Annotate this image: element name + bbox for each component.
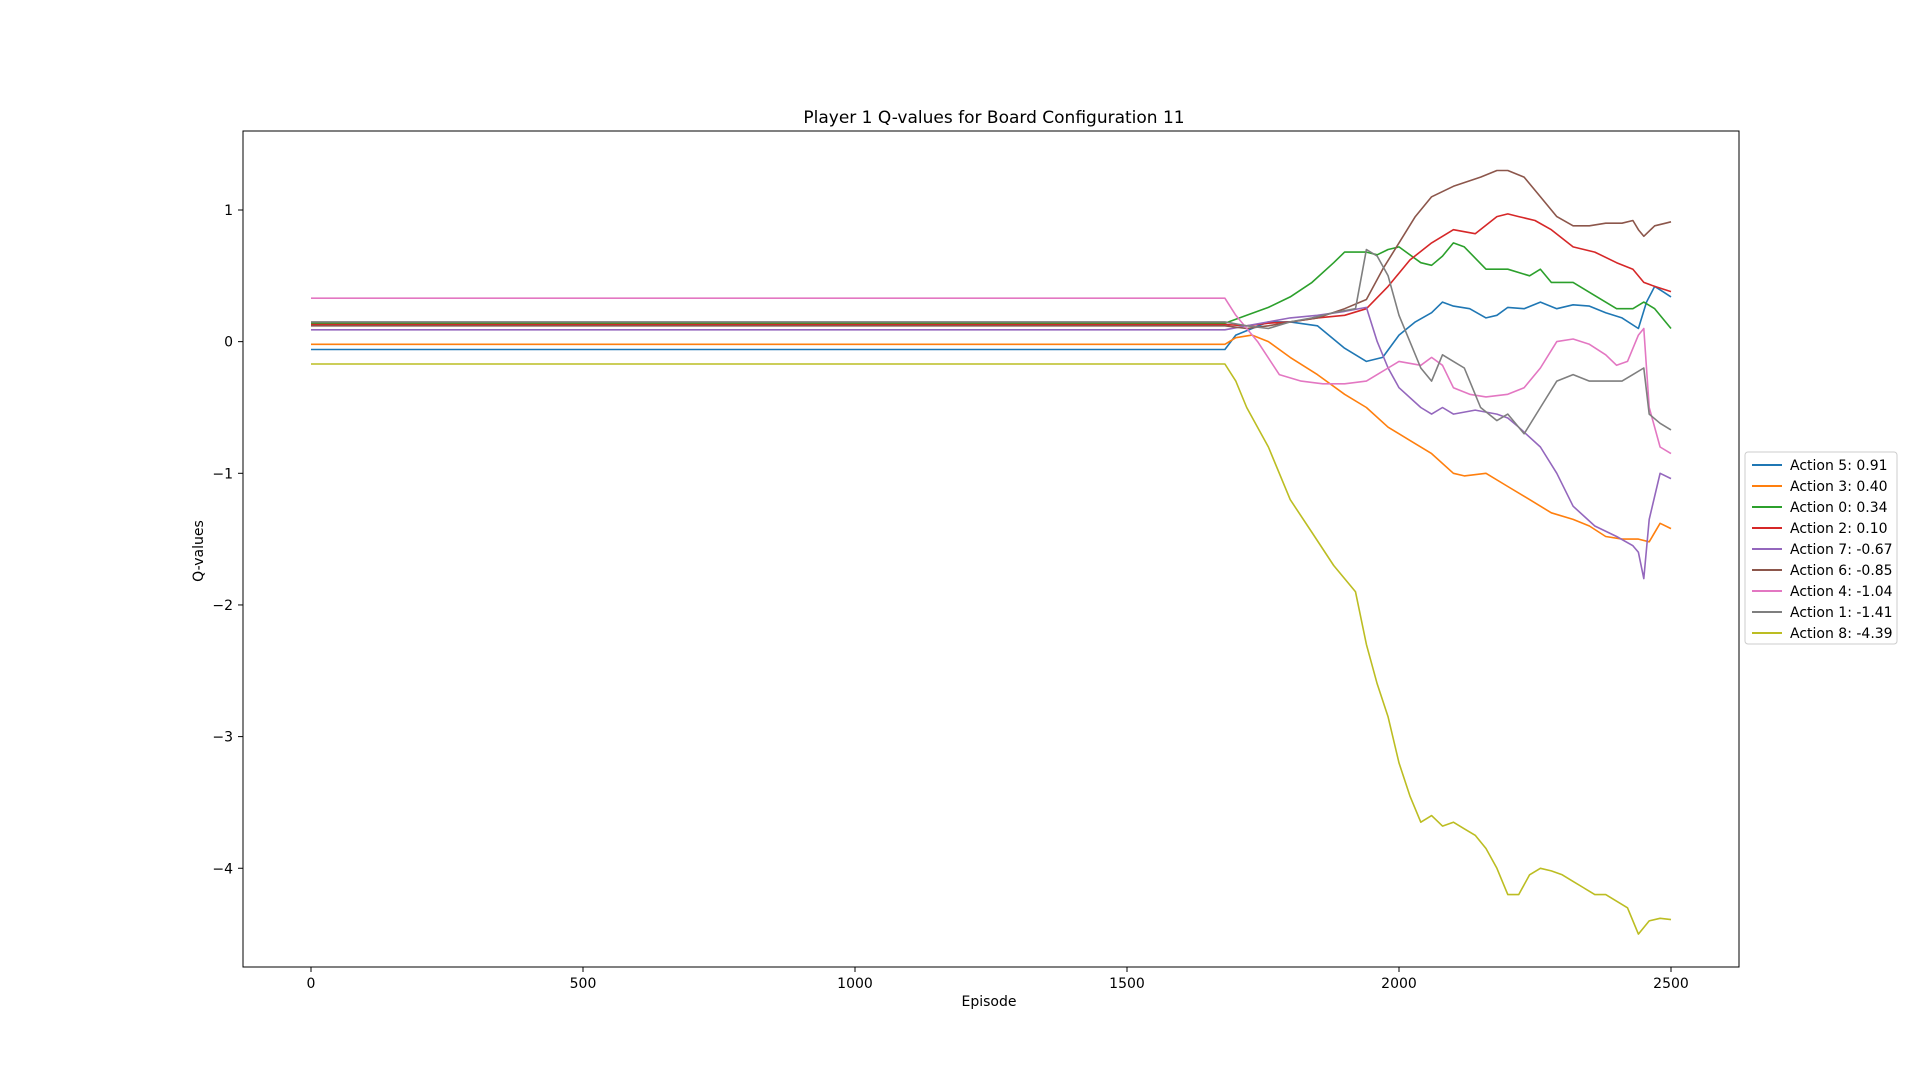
x-tick-label: 2500 — [1653, 976, 1689, 992]
legend-label-6: Action 4: -1.04 — [1790, 584, 1893, 600]
y-tick-label: −3 — [212, 730, 233, 746]
legend-label-7: Action 1: -1.41 — [1790, 605, 1893, 621]
legend-label-3: Action 2: 0.10 — [1790, 521, 1888, 537]
y-tick-label: −2 — [212, 598, 233, 614]
ticks-layer: 0 500 1000 1500 2000 2500 1 0 −1 −2 −3 −4 — [212, 203, 1688, 992]
legend-entries: Action 5: 0.91 Action 3: 0.40 Action 0: 0.… — [1752, 458, 1893, 642]
chart-title: Player 1 Q-values for Board Configuratio… — [803, 108, 1184, 128]
legend: Action 5: 0.91 Action 3: 0.40 Action 0: 0.… — [1744, 451, 1898, 645]
x-tick-label: 500 — [570, 976, 597, 992]
y-tick-label: −4 — [212, 861, 233, 877]
series-line-7 — [311, 248, 1672, 435]
y-tick-label: 1 — [224, 203, 233, 219]
x-tick-label: 1500 — [1109, 976, 1145, 992]
series-line-0 — [311, 285, 1672, 363]
legend-label-4: Action 7: -0.67 — [1790, 542, 1893, 558]
y-axis-label: Q-values — [191, 520, 207, 582]
series-line-4 — [311, 306, 1672, 580]
series-line-2 — [311, 242, 1672, 330]
legend-label-1: Action 3: 0.40 — [1790, 479, 1888, 495]
plot-frame — [242, 130, 1740, 968]
y-tick-label: 0 — [224, 335, 233, 351]
series-line-8 — [311, 363, 1672, 935]
x-axis-label: Episode — [962, 994, 1017, 1010]
x-tick-label: 0 — [307, 976, 316, 992]
x-tick-label: 1000 — [837, 976, 873, 992]
legend-label-8: Action 8: -4.39 — [1790, 626, 1893, 642]
y-tick-label: −1 — [212, 466, 233, 482]
series-line-6 — [311, 297, 1672, 455]
legend-label-5: Action 6: -0.85 — [1790, 563, 1893, 579]
legend-label-0: Action 5: 0.91 — [1790, 458, 1888, 474]
series-layer — [311, 169, 1672, 935]
x-tick-label: 2000 — [1381, 976, 1417, 992]
legend-label-2: Action 0: 0.34 — [1790, 500, 1888, 516]
legend-box — [1744, 451, 1898, 645]
